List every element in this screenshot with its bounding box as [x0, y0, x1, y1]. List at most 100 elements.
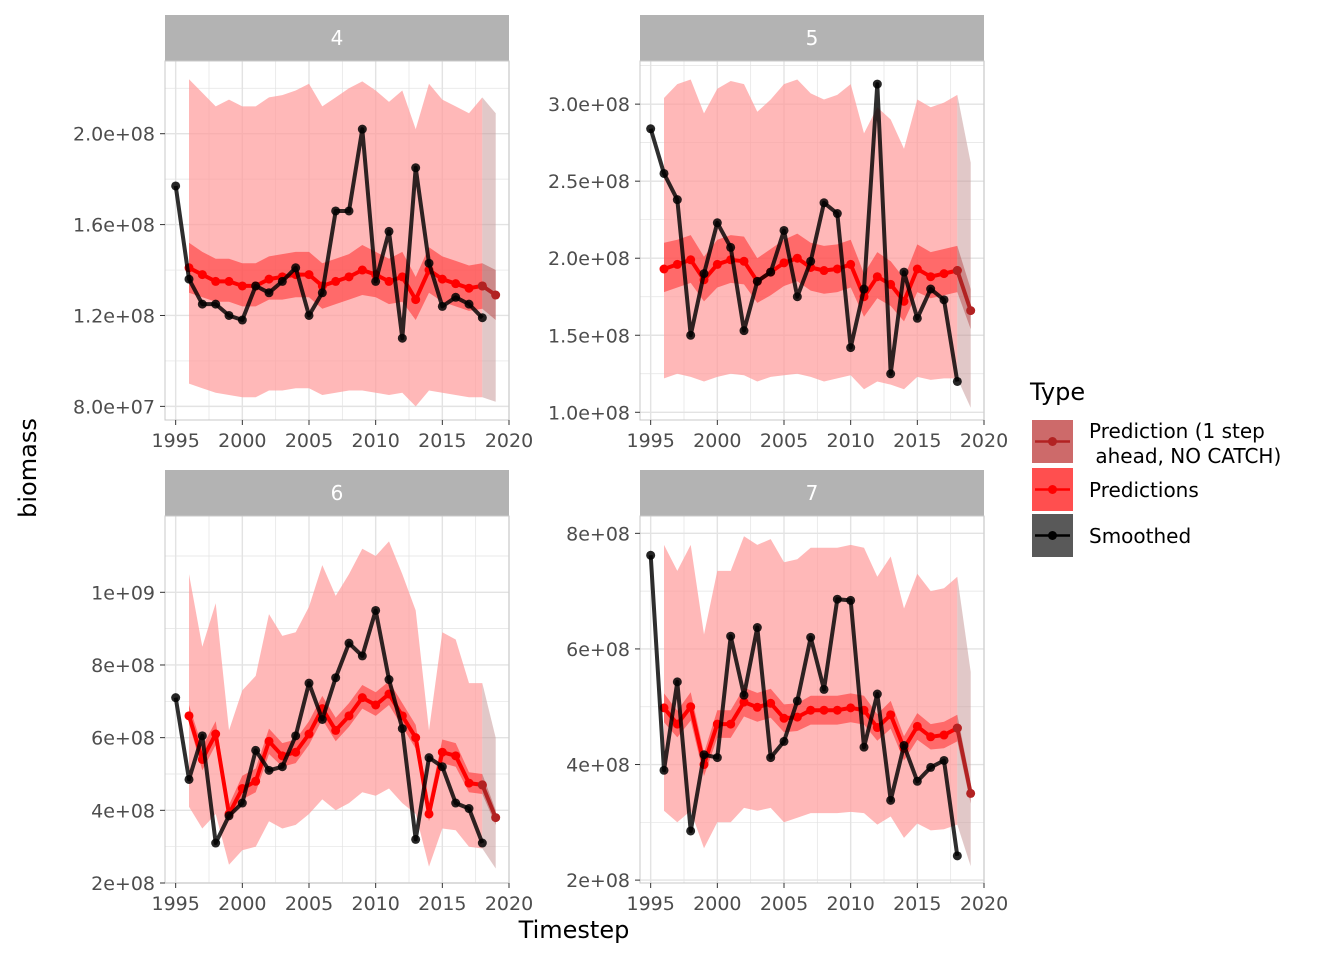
- smoothed-point: [699, 269, 709, 279]
- smoothed-point: [766, 267, 776, 277]
- smoothed-point: [211, 838, 221, 848]
- predictions-point: [806, 705, 816, 715]
- predictions-point: [237, 281, 247, 291]
- smoothed-point: [317, 288, 327, 298]
- predictions-point: [939, 730, 949, 740]
- smoothed-point: [926, 762, 936, 772]
- legend-entries: Prediction (1 step ahead, NO CATCH)Predi…: [1032, 419, 1281, 557]
- predictions-point: [766, 698, 776, 708]
- predictions-point: [672, 259, 682, 269]
- smoothed-point: [846, 595, 856, 605]
- predictions-point: [739, 256, 749, 266]
- smoothed-point: [806, 256, 816, 266]
- predictions-point: [872, 272, 882, 282]
- predictions-point: [184, 711, 194, 721]
- one-step-point: [966, 788, 976, 798]
- one-step-outer-band: [482, 683, 496, 869]
- predictions-point: [331, 276, 341, 286]
- smoothed-point: [752, 623, 762, 633]
- predictions-point: [752, 702, 762, 712]
- smoothed-point: [437, 301, 447, 311]
- predictions-point: [357, 693, 367, 703]
- panels-layer: 4 1995 2000 2005 2010 2015 2020 8.0e+07 1.2e+08 1…: [73, 15, 1008, 915]
- smoothed-point: [357, 124, 367, 134]
- predictions-point: [779, 258, 789, 268]
- smoothed-line: [648, 555, 960, 857]
- x-tick-label: 2000: [693, 893, 741, 915]
- panel-border: [639, 515, 985, 884]
- smoothed-point: [766, 753, 776, 763]
- one-step-line: [480, 784, 498, 819]
- y-tick-label: 3.0e+08: [548, 94, 630, 116]
- x-tick-label: 2020: [960, 893, 1008, 915]
- predictions-point: [779, 713, 789, 723]
- smoothed-point: [672, 195, 682, 205]
- one-step-point: [966, 306, 976, 316]
- smoothed-point: [712, 753, 722, 763]
- smoothed-point: [659, 765, 669, 775]
- predictions-point: [792, 712, 802, 722]
- smoothed-point: [197, 299, 207, 309]
- smoothed-point: [899, 267, 909, 277]
- x-tick-label: 2005: [285, 430, 333, 452]
- smoothed-point: [646, 124, 656, 134]
- smoothed-point: [304, 310, 314, 320]
- facet-strip-label: 4: [331, 26, 344, 50]
- smoothed-point: [251, 281, 261, 291]
- predictions-point: [739, 697, 749, 707]
- smoothed-point: [464, 804, 474, 814]
- smoothed-point: [699, 750, 709, 760]
- predictions-point: [264, 274, 274, 284]
- smoothed-point: [384, 675, 394, 685]
- facet-panel-4: 4 1995 2000 2005 2010 2015 2020 8.0e+07 1.2e+08 1…: [73, 15, 533, 452]
- y-tick-label: 2.0e+08: [73, 124, 155, 146]
- legend-entry-label: Prediction (1 step: [1089, 419, 1265, 443]
- predictions-point: [832, 264, 842, 274]
- y-tick-label: 6e+08: [566, 639, 630, 661]
- smoothed-point: [451, 292, 461, 302]
- smoothed-point: [371, 276, 381, 286]
- plot-area: [171, 79, 501, 407]
- x-tick-label: 1995: [626, 893, 674, 915]
- plot-area: [646, 536, 976, 867]
- predictions-point: [211, 729, 221, 739]
- smoothed-point: [264, 765, 274, 775]
- legend: Type Prediction (1 step ahead, NO CATCH)…: [1029, 378, 1281, 557]
- smoothed-point: [926, 284, 936, 294]
- one-step-point: [477, 780, 487, 790]
- smoothed-point: [792, 292, 802, 302]
- smoothed-point: [859, 742, 869, 752]
- smoothed-point: [726, 242, 736, 252]
- smoothed-point: [912, 776, 922, 786]
- smoothed-point: [752, 276, 762, 286]
- y-tick-label: 1e+09: [91, 582, 155, 604]
- predictions-point: [197, 270, 207, 280]
- smoothed-point: [939, 755, 949, 765]
- x-tick-label: 2000: [693, 430, 741, 452]
- one-step-outer-band: [482, 97, 496, 402]
- predictions-point: [397, 272, 407, 282]
- y-tick-label: 4e+08: [91, 800, 155, 822]
- smoothed-point: [832, 209, 842, 219]
- smoothed-point: [224, 811, 234, 821]
- y-tick-label: 2.5e+08: [548, 171, 630, 193]
- predictions-point: [819, 266, 829, 276]
- legend-entry-label: Smoothed: [1089, 524, 1191, 548]
- smoothed-point: [171, 693, 181, 703]
- predictions-point: [331, 725, 341, 735]
- one-step-line: [955, 269, 973, 312]
- smoothed-point: [291, 263, 301, 273]
- smoothed-point: [686, 330, 696, 340]
- one-step-line: [955, 727, 973, 794]
- x-tick-label: 2010: [826, 430, 874, 452]
- x-tick-label: 2000: [218, 893, 266, 915]
- x-tick-label: 1995: [151, 893, 199, 915]
- predictions-point: [304, 729, 314, 739]
- smoothed-point: [451, 798, 461, 808]
- y-tick-label: 4e+08: [566, 755, 630, 777]
- panel-border: [164, 515, 510, 884]
- predictions-point: [437, 747, 447, 757]
- smoothed-point: [424, 258, 434, 268]
- legend-entry-label: Predictions: [1089, 478, 1199, 502]
- smoothed-point: [792, 696, 802, 706]
